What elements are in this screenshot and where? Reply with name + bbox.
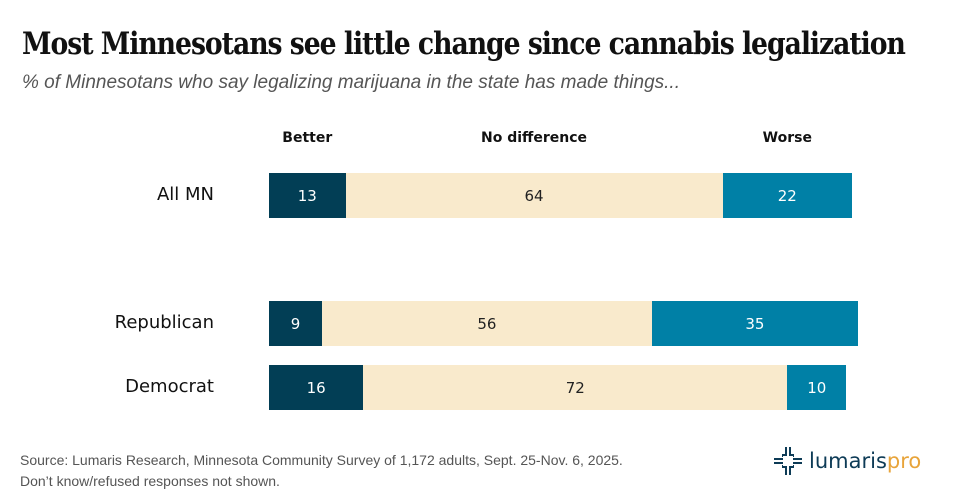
category-label: Republican	[114, 311, 214, 333]
logo-text-primary: lumaris	[809, 449, 887, 473]
bar-segment-nodiff: 56	[322, 301, 652, 346]
lumaris-emblem-icon	[774, 447, 802, 475]
logo-wordmark: lumarispro	[809, 449, 921, 473]
bar-segment-nodiff: 64	[345, 173, 723, 218]
bar-segment-worse: 35	[651, 301, 858, 346]
legend-better: Better	[282, 130, 333, 146]
chart-title: Most Minnesotans see little change since…	[22, 26, 906, 62]
bar-segment-worse: 10	[787, 365, 847, 410]
bar-segment-better: 13	[269, 173, 346, 218]
legend-worse: Worse	[762, 130, 812, 146]
category-label: Democrat	[125, 375, 214, 397]
chart-subtitle: % of Minnesotans who say legalizing mari…	[22, 72, 680, 93]
bar-segment-better: 16	[269, 365, 364, 410]
legend-nodiff: No difference	[481, 130, 588, 146]
bar-segment-worse: 22	[722, 173, 853, 218]
bar-segment-nodiff: 72	[363, 365, 788, 410]
bar-segment-better: 9	[269, 301, 322, 346]
lumaris-logo: lumarispro	[773, 446, 921, 476]
footer: Source: Lumaris Research, Minnesota Comm…	[20, 450, 623, 492]
logo-text-accent: pro	[886, 449, 922, 473]
exclusion-note: Don’t know/refused responses not shown.	[20, 473, 280, 489]
source-note: Source: Lumaris Research, Minnesota Comm…	[20, 452, 623, 468]
category-label: All MN	[156, 183, 214, 205]
